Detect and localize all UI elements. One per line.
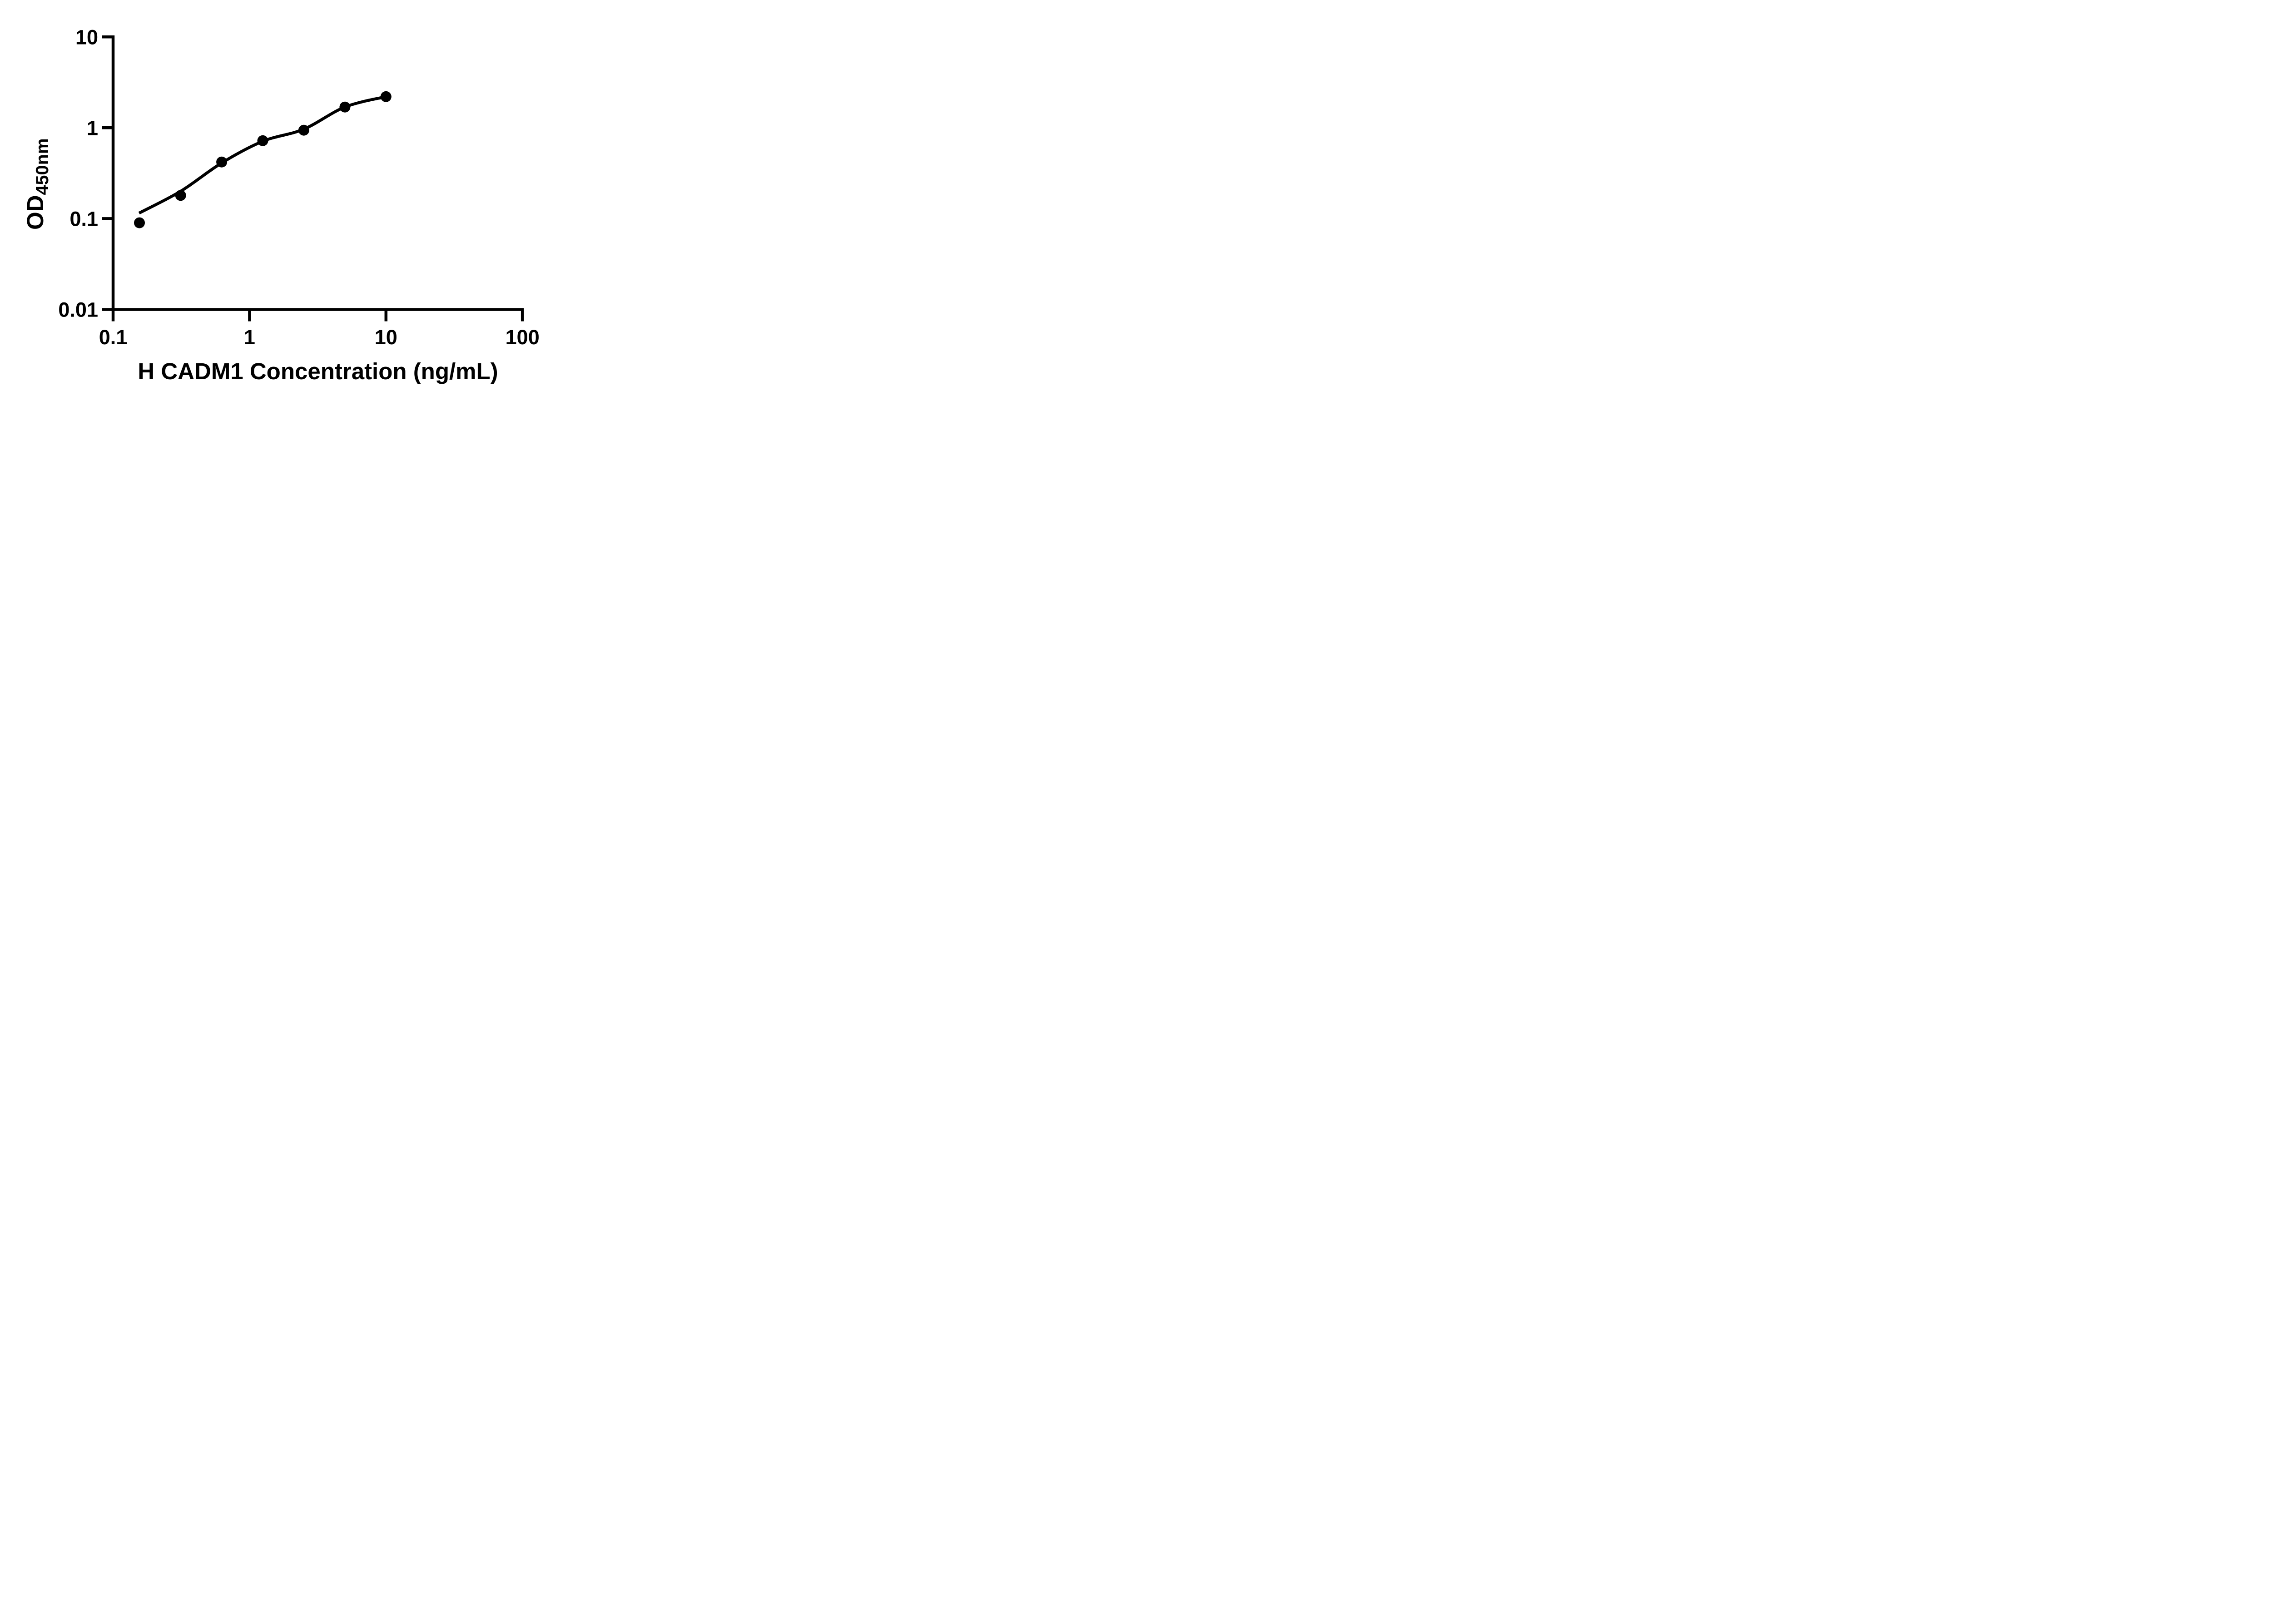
data-point [134, 217, 145, 228]
y-tick-label: 0.1 [69, 208, 98, 231]
x-tick-label: 1 [244, 326, 255, 349]
data-point [175, 190, 186, 201]
y-tick-label: 10 [75, 25, 98, 49]
y-tick-label: 0.01 [58, 298, 98, 322]
y-tick-label: 1 [87, 117, 98, 140]
x-axis-title: H CADM1 Concentration (ng/mL) [138, 358, 498, 384]
data-point [216, 156, 228, 168]
x-tick-label: 100 [506, 326, 540, 349]
x-tick-label: 0.1 [99, 326, 128, 349]
data-point [257, 135, 268, 146]
x-tick-label: 10 [375, 326, 397, 349]
data-point [380, 91, 392, 102]
data-point [339, 101, 351, 113]
data-point [298, 124, 309, 136]
elisa-standard-curve-figure: OD450nm 10 1 0.1 0.01 0.1 1 10 100 H CADM1 Conc… [0, 0, 587, 406]
